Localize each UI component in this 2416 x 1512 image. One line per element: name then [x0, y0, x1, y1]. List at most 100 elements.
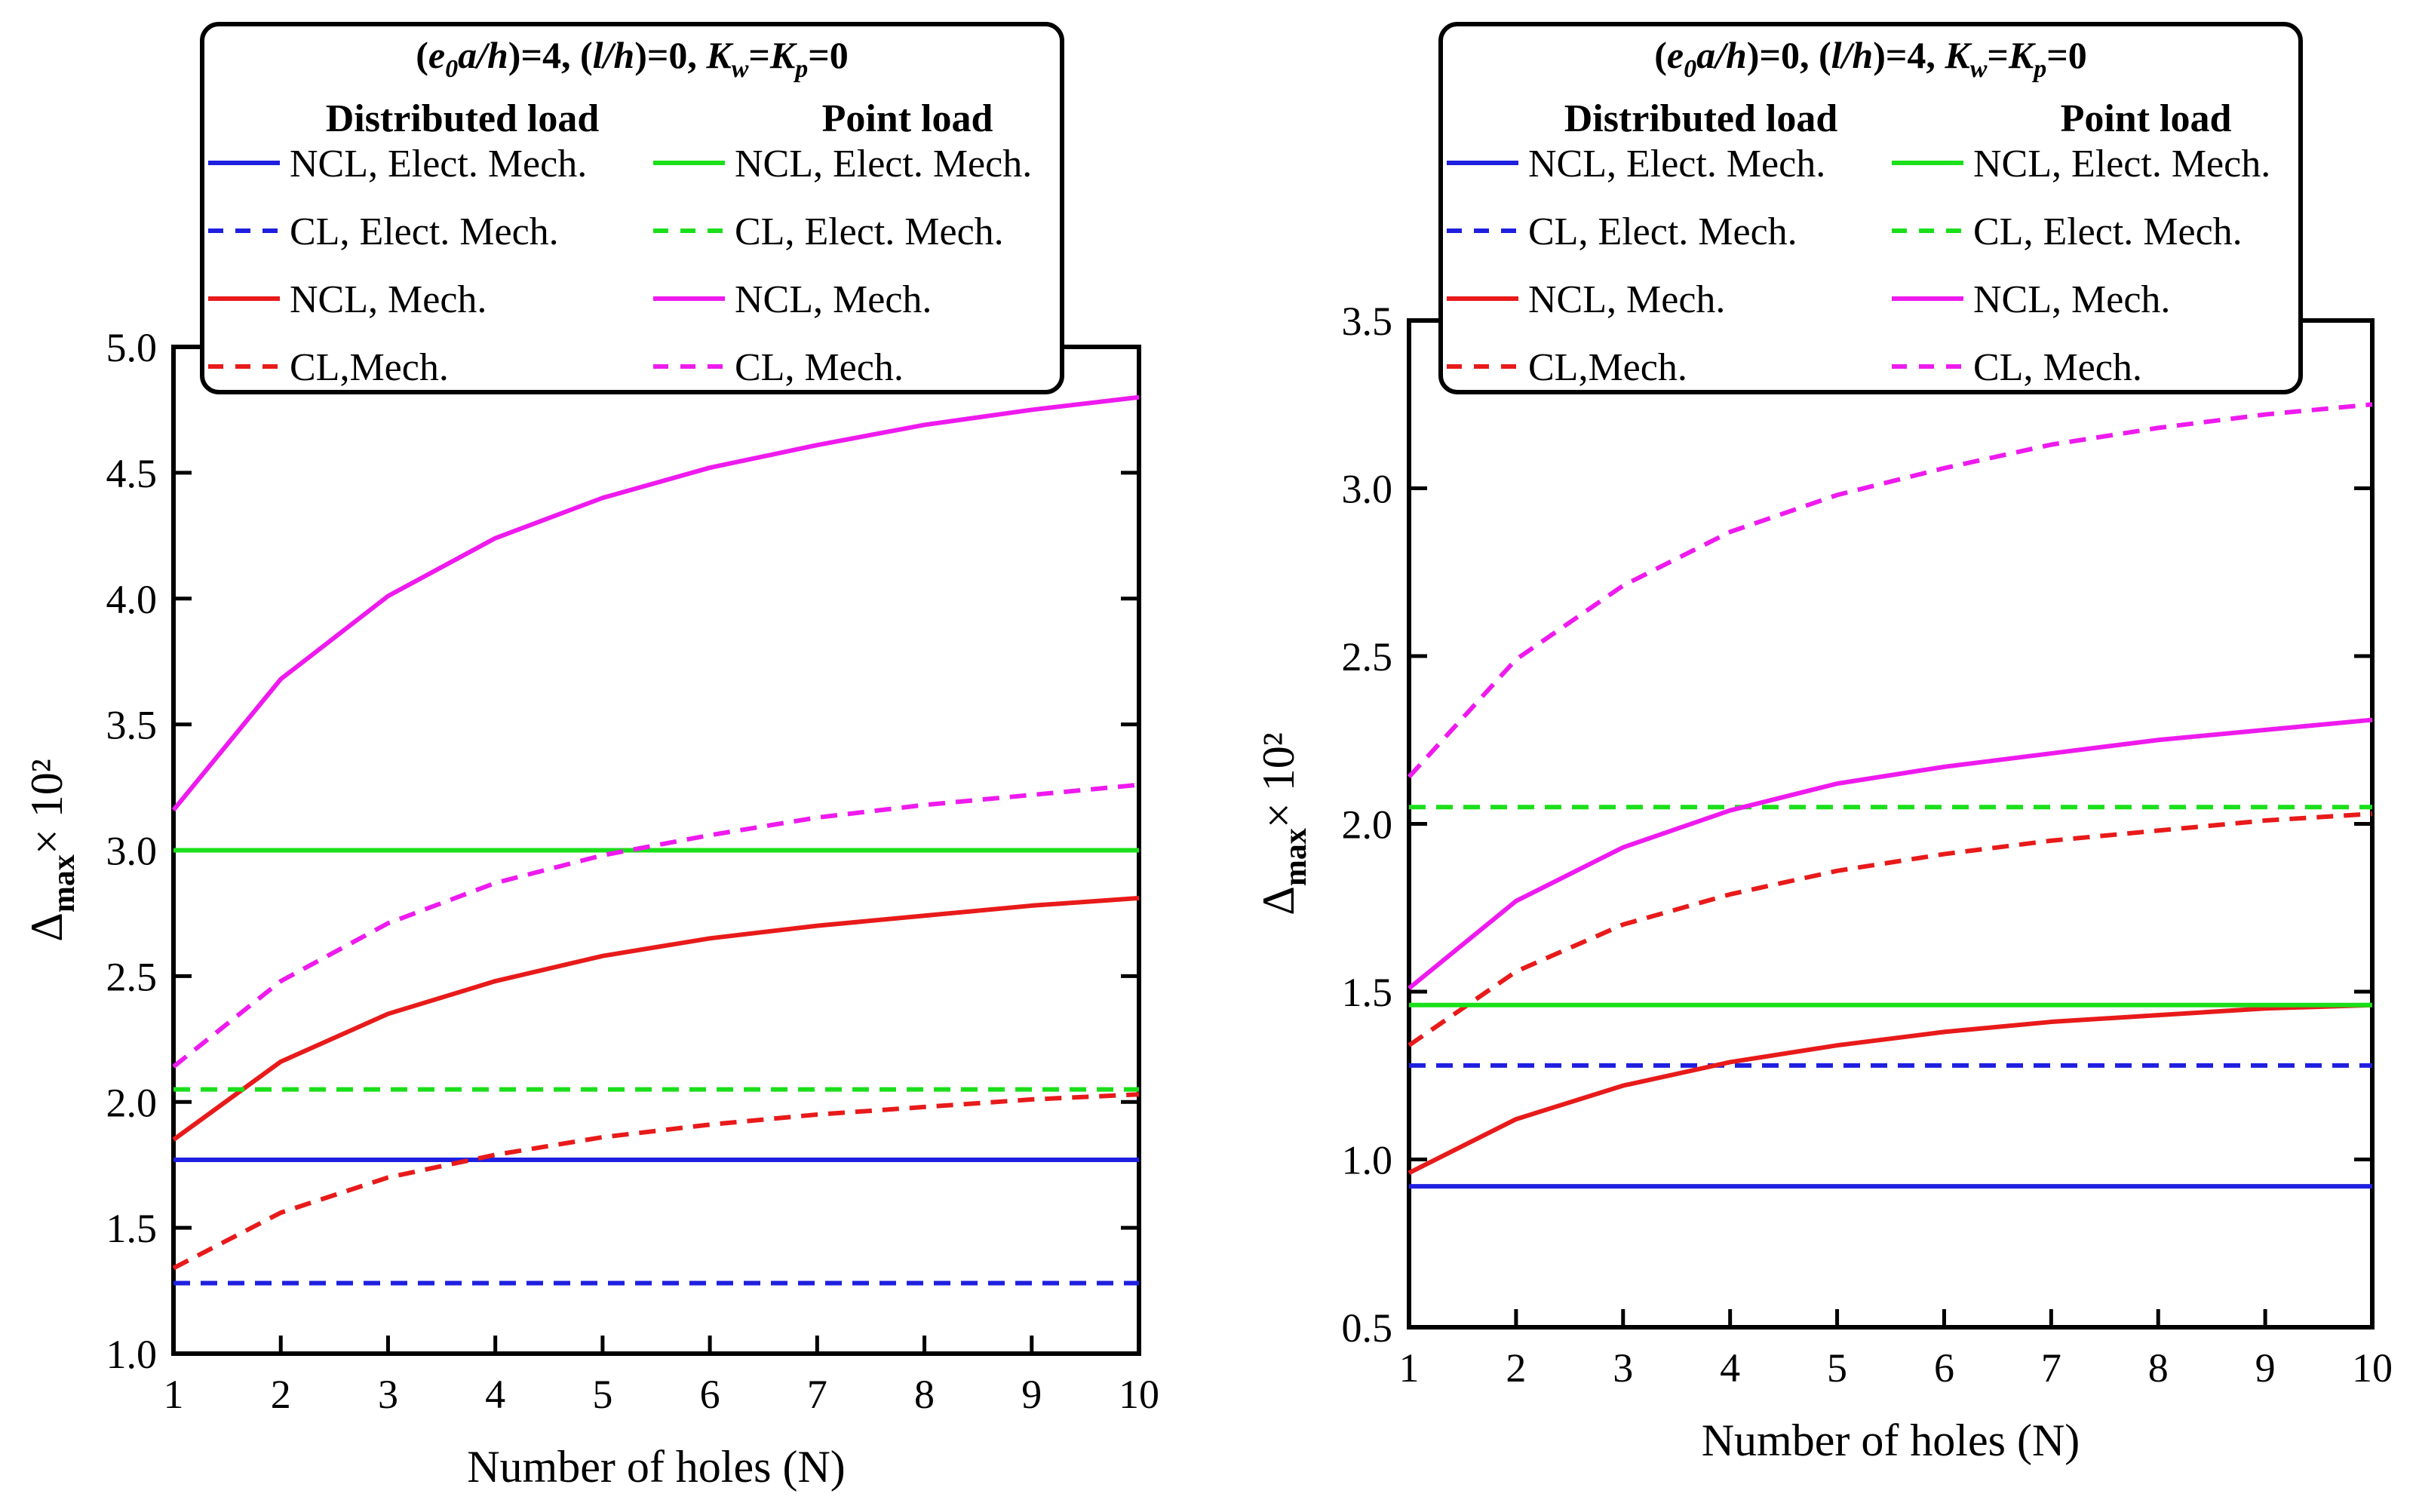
- y-tick-label: 0.5: [1342, 1305, 1393, 1351]
- x-tick-label: 10: [2352, 1345, 2393, 1391]
- legend-title-part: p: [2031, 55, 2046, 83]
- legend-entry-label: NCL, Mech.: [1973, 278, 2170, 321]
- x-axis-title: Number of holes (N): [1702, 1415, 2080, 1465]
- y-tick-label: 3.0: [1342, 467, 1393, 512]
- series-line-7: [1408, 717, 2373, 990]
- legend-title-part: )=4,: [1873, 34, 1945, 76]
- legend-title-part: e: [1667, 34, 1684, 76]
- legend-title-part: a/h: [1696, 34, 1747, 76]
- legend-header: Point load: [822, 97, 993, 140]
- legend-title: (e0a/h)=0, (l/h)=4, Kw=Kp=0: [1654, 34, 2087, 83]
- y-axis-title-scale: × 10²: [22, 759, 72, 854]
- x-tick-label: 7: [807, 1372, 827, 1417]
- x-tick-label: 1: [164, 1372, 184, 1417]
- legend-title-part: (: [416, 34, 428, 76]
- x-tick-label: 5: [1827, 1345, 1847, 1391]
- legend-entry-label: NCL, Mech.: [1528, 278, 1725, 321]
- legend-entry-label: NCL, Elect. Mech.: [1973, 143, 2270, 186]
- legend-entry-label: CL, Elect. Mech.: [1973, 210, 2243, 253]
- x-tick-label: 4: [1720, 1345, 1740, 1391]
- y-tick-label: 4.0: [106, 577, 158, 622]
- legend-title-part: )=0,: [634, 34, 706, 76]
- y-tick-label: 1.0: [1342, 1138, 1393, 1183]
- y-axis-title-subscript: max: [47, 854, 81, 912]
- legend-entry-label: NCL, Mech.: [290, 278, 487, 321]
- legend-header: Distributed load: [1564, 97, 1838, 140]
- x-tick-label: 6: [700, 1372, 720, 1417]
- series-line-4: [172, 1092, 1140, 1271]
- legend-title-part: a/h: [458, 34, 508, 76]
- y-axis-title: Δmax× 10²: [1254, 732, 1313, 915]
- chart-panel-2: 1 2 3 4 5 6 7 8 9 10 0.5 1.0 1.5 2.0 2.5 3.0 3.5 Number o…: [1254, 22, 2393, 1465]
- x-tick-label: 1: [1399, 1345, 1420, 1391]
- legend-title-part: =0: [808, 34, 849, 76]
- legend-entry-label: CL, Elect. Mech.: [1528, 210, 1797, 253]
- series-line-7: [171, 394, 1140, 812]
- legend-header: Distributed load: [326, 97, 600, 140]
- legend-title-part: =: [1987, 34, 2009, 76]
- legend-entry-label: CL, Mech.: [735, 346, 904, 389]
- x-tick-label: 5: [592, 1372, 612, 1417]
- y-tick-label: 5.0: [106, 325, 158, 370]
- y-axis-title-subscript: max: [1279, 828, 1313, 886]
- legend-title-part: e: [428, 34, 445, 76]
- series-line-8: [172, 782, 1140, 1069]
- x-tick-label: 9: [2255, 1345, 2276, 1391]
- y-axis-title-symbol: Δ: [1254, 886, 1303, 915]
- legend-title-part: (: [1654, 34, 1667, 76]
- legend-title-part: l/h: [593, 34, 635, 76]
- legend-entry-label: CL, Elect. Mech.: [290, 210, 559, 253]
- x-tick-label: 6: [1934, 1345, 1954, 1391]
- legend-entry-label: CL,Mech.: [1528, 346, 1687, 389]
- legend-entry-label: NCL, Elect. Mech.: [1528, 143, 1825, 186]
- legend-entry-label: NCL, Elect. Mech.: [290, 143, 587, 186]
- x-tick-label: 8: [914, 1372, 935, 1417]
- y-tick-label: 2.5: [106, 954, 158, 999]
- legend-box: [1438, 22, 2303, 394]
- y-tick-label: 3.5: [1342, 299, 1393, 344]
- legend-title-part: )=0, (: [1747, 34, 1831, 76]
- legend-box: [200, 22, 1064, 394]
- y-tick-label: 3.0: [106, 829, 158, 874]
- legend-title-part: K: [769, 34, 798, 76]
- legend-title-part: )=4, (: [508, 34, 593, 76]
- legend-entry-label: NCL, Elect. Mech.: [735, 143, 1032, 186]
- x-tick-label: 8: [2148, 1345, 2169, 1391]
- y-tick-label: 3.5: [106, 703, 158, 748]
- x-tick-label: 4: [485, 1372, 505, 1417]
- chart-panel-1: 1 2 3 4 5 6 7 8 9 10 1.0 1.5 2.0 2.5 3.0 3.5 4.0 4.5 5.0 Nu…: [22, 22, 1159, 1492]
- x-tick-label: 3: [1613, 1345, 1633, 1391]
- y-tick-label: 2.0: [1342, 802, 1393, 848]
- series-line-3: [172, 895, 1140, 1142]
- legend-title-part: p: [793, 55, 808, 83]
- legend-header: Point load: [2061, 97, 2232, 140]
- legend-entry-label: NCL, Mech.: [735, 278, 932, 321]
- legend-entry-label: CL, Elect. Mech.: [735, 210, 1004, 253]
- series-line-8: [1407, 402, 2373, 779]
- y-tick-label: 2.5: [1342, 634, 1393, 679]
- x-tick-label: 10: [1119, 1372, 1159, 1417]
- x-tick-label: 2: [271, 1372, 291, 1417]
- legend-title-part: K: [1944, 34, 1972, 76]
- legend-title-part: w: [732, 55, 749, 83]
- legend-entry-label: CL, Mech.: [1973, 346, 2142, 389]
- legend-title-part: K: [705, 34, 734, 76]
- legend-title-part: K: [2008, 34, 2037, 76]
- x-axis-title: Number of holes (N): [467, 1442, 846, 1492]
- series-line-4: [1408, 811, 2373, 1047]
- y-tick-label: 1.5: [106, 1206, 158, 1251]
- y-tick-label: 1.5: [1342, 970, 1393, 1015]
- y-tick-label: 4.5: [106, 451, 158, 496]
- legend-entry-label: CL,Mech.: [290, 346, 449, 389]
- legend-title-part: 0: [445, 55, 458, 83]
- legend-title-part: l/h: [1831, 34, 1874, 76]
- legend-title-part: 0: [1684, 55, 1696, 83]
- legend-title-part: =: [748, 34, 770, 76]
- y-axis-title-symbol: Δ: [22, 912, 72, 942]
- x-tick-label: 2: [1506, 1345, 1526, 1391]
- y-axis-title: Δmax× 10²: [22, 759, 81, 941]
- x-tick-label: 3: [378, 1372, 398, 1417]
